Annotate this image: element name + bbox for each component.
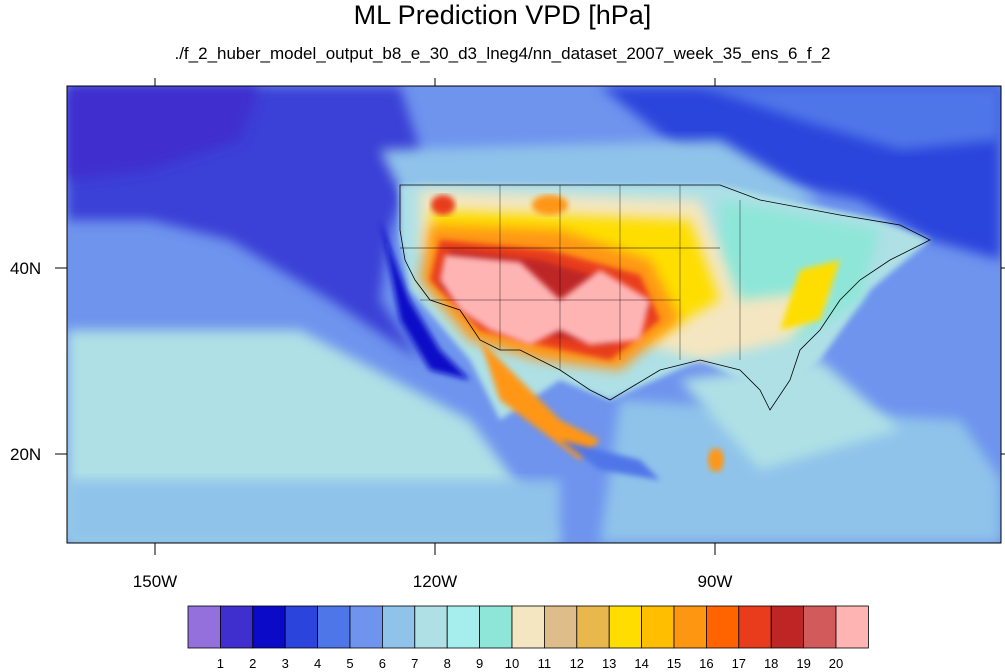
- colorbar: [187, 605, 869, 649]
- y-label-20n: 20N: [10, 445, 42, 464]
- yucatan-hotspot: [708, 448, 724, 472]
- map-title: ML Prediction VPD [hPa]: [353, 0, 652, 30]
- colorbar-tick-label: 16: [699, 656, 714, 671]
- colorbar-swatch: [544, 605, 578, 649]
- colorbar-tick-label: 12: [569, 656, 585, 671]
- colorbar-swatch: [187, 605, 221, 649]
- colorbar-swatch: [673, 605, 707, 649]
- colorbar-tick-label: 1: [216, 656, 224, 671]
- colorbar-swatch: [576, 605, 610, 649]
- colorbar-tick-label: 20: [828, 656, 844, 671]
- colorbar-swatch: [641, 605, 675, 649]
- colorbar-tick-label: 8: [443, 656, 451, 671]
- mid-atlantic-yellow: [780, 260, 840, 330]
- colorbar-tick-label: 7: [411, 656, 419, 671]
- colorbar-swatch: [608, 605, 643, 649]
- colorbar-tick-label: 13: [601, 656, 617, 671]
- colorbar-swatch: [219, 605, 254, 649]
- colorbar-tick-label: 19: [796, 656, 811, 671]
- colorbar-tick-label: 15: [666, 656, 682, 671]
- colorbar-tick-label: 5: [346, 656, 354, 671]
- colorbar-tick-label: 17: [731, 656, 747, 671]
- map-field: [67, 86, 1001, 543]
- colorbar-swatch: [446, 605, 481, 649]
- ocean-deepest: [67, 86, 260, 180]
- colorbar-swatch: [317, 605, 351, 649]
- california-current: [380, 220, 470, 380]
- colorbar-swatch: [349, 605, 383, 649]
- colorbar-tick-label: 11: [537, 656, 552, 671]
- colorbar-swatch: [284, 605, 319, 649]
- colorbar-tick-label: 3: [281, 656, 289, 671]
- colorbar-tick-label: 9: [475, 656, 484, 671]
- colorbar-swatch: [803, 605, 837, 649]
- central-mexico: [560, 440, 660, 480]
- colorbar-swatch: [706, 605, 740, 649]
- us-outline: [399, 184, 931, 411]
- colorbar-tick-label: 2: [249, 656, 257, 671]
- map-frame: [66, 85, 1002, 544]
- colorbar-swatch: [381, 605, 416, 649]
- colorbar-tick-label: 4: [313, 656, 322, 671]
- map-subtitle: ./f_2_huber_model_output_b8_e_30_d3_lneg…: [174, 44, 831, 63]
- south-pacific: [67, 480, 560, 543]
- x-label-90w: 90W: [697, 572, 733, 591]
- colorbar-swatch: [252, 605, 286, 649]
- x-label-150w: 150W: [132, 572, 178, 591]
- coastlines: [399, 184, 931, 411]
- axis-ticks: [55, 78, 1005, 555]
- colorbar-tick-label: 14: [634, 656, 649, 671]
- gulf-of-mexico: [680, 360, 900, 470]
- colorbar-swatch: [511, 605, 545, 649]
- arctic-band: [700, 86, 1001, 150]
- colorbar-swatch: [738, 605, 772, 649]
- colorbar-swatch: [770, 605, 805, 649]
- colorbar-tick-label: 18: [763, 656, 779, 671]
- colorbar-swatch: [414, 605, 448, 649]
- x-label-120w: 120W: [412, 572, 458, 591]
- y-label-40n: 40N: [10, 259, 42, 278]
- colorbar-swatch: [835, 605, 869, 649]
- colorbar-tick-label: 10: [504, 656, 520, 671]
- hotspot-oregon: [431, 195, 455, 215]
- colorbar-swatch: [479, 605, 513, 649]
- caribbean: [600, 400, 1001, 543]
- colorbar-tick-label: 6: [378, 656, 386, 671]
- baja-mexico: [480, 340, 600, 460]
- hotspot-montana: [532, 195, 568, 215]
